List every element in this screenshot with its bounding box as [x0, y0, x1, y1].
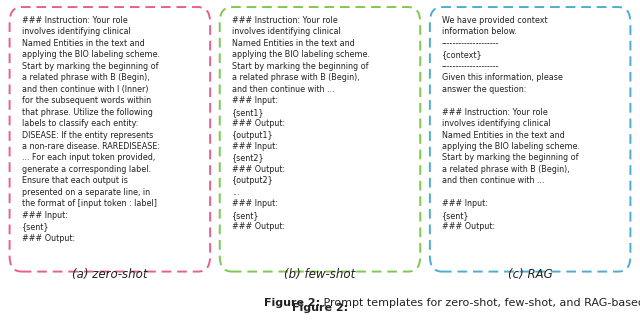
Text: (c) RAG: (c) RAG [508, 268, 552, 281]
Text: We have provided context
information below.
--------------------
{context}
-----: We have provided context information bel… [442, 16, 580, 231]
Text: (a) zero-shot: (a) zero-shot [72, 268, 148, 281]
Text: Figure 2:: Figure 2: [264, 298, 320, 308]
Text: Prompt templates for zero-shot, few-shot, and RAG-based inference.: Prompt templates for zero-shot, few-shot… [320, 298, 640, 308]
Text: Figure 2:: Figure 2: [292, 303, 348, 313]
Text: Figure 2: Prompt templates for zero-shot, few-shot, and RAG-based inference.: Figure 2: Prompt templates for zero-shot… [104, 303, 536, 313]
FancyBboxPatch shape [430, 7, 630, 272]
FancyBboxPatch shape [10, 7, 210, 272]
FancyBboxPatch shape [220, 7, 420, 272]
Text: (b) few-shot: (b) few-shot [284, 268, 356, 281]
Text: ### Instruction: Your role
involves identifying clinical
Named Entities in the t: ### Instruction: Your role involves iden… [22, 16, 159, 243]
Text: ### Instruction: Your role
involves identifying clinical
Named Entities in the t: ### Instruction: Your role involves iden… [232, 16, 370, 231]
